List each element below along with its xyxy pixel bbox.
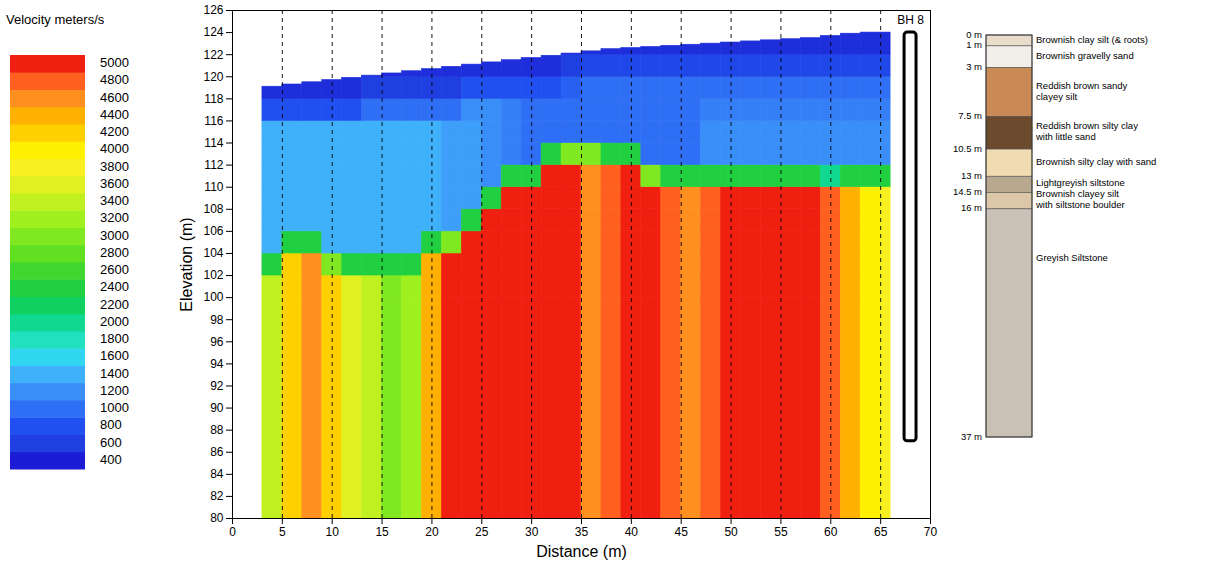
svg-text:112: 112 [204,158,223,172]
svg-text:45: 45 [675,525,689,539]
svg-text:600: 600 [100,435,122,450]
svg-text:1600: 1600 [100,348,129,363]
svg-text:10.5 m: 10.5 m [953,143,982,154]
svg-text:124: 124 [203,25,223,39]
svg-text:88: 88 [210,423,224,437]
svg-text:15: 15 [375,525,389,539]
svg-text:25: 25 [475,525,489,539]
svg-text:0 m: 0 m [966,29,982,40]
svg-text:35: 35 [575,525,589,539]
svg-text:96: 96 [210,335,224,349]
svg-text:104: 104 [203,246,223,260]
svg-text:110: 110 [204,180,223,194]
svg-text:30: 30 [525,525,539,539]
svg-text:1200: 1200 [100,383,129,398]
svg-text:102: 102 [203,268,223,282]
svg-text:Greyish Siltstone: Greyish Siltstone [1036,252,1108,263]
svg-text:13 m: 13 m [961,170,982,181]
svg-text:4400: 4400 [100,107,129,122]
svg-text:4800: 4800 [100,72,129,87]
svg-text:84: 84 [210,467,224,481]
svg-text:Brownish clayey silt: Brownish clayey silt [1036,188,1119,199]
svg-text:94: 94 [210,357,224,371]
svg-text:Elevation (m): Elevation (m) [178,217,195,311]
svg-text:1400: 1400 [100,366,129,381]
svg-text:116: 116 [204,114,223,128]
svg-text:4200: 4200 [100,124,129,139]
svg-text:3000: 3000 [100,228,129,243]
svg-text:1800: 1800 [100,331,129,346]
svg-text:400: 400 [100,452,122,467]
svg-text:2200: 2200 [100,297,129,312]
svg-text:14.5 m: 14.5 m [953,186,982,197]
svg-text:3400: 3400 [100,193,129,208]
svg-text:800: 800 [100,417,122,432]
svg-text:2000: 2000 [100,314,129,329]
svg-text:clayey silt: clayey silt [1036,91,1078,102]
svg-text:with siltstone boulder: with siltstone boulder [1035,199,1125,210]
svg-text:7.5 m: 7.5 m [958,110,982,121]
svg-text:4600: 4600 [100,90,129,105]
svg-text:10: 10 [326,525,340,539]
svg-text:120: 120 [203,70,223,84]
svg-text:Distance (m): Distance (m) [536,543,627,560]
svg-text:80: 80 [210,511,224,525]
svg-text:126: 126 [203,3,223,17]
svg-text:1 m: 1 m [966,39,982,50]
svg-text:2600: 2600 [100,262,129,277]
svg-text:114: 114 [204,136,223,150]
svg-text:106: 106 [203,224,223,238]
svg-text:Brownish clay silt (& roots): Brownish clay silt (& roots) [1036,34,1148,45]
svg-text:5: 5 [279,525,286,539]
svg-text:0: 0 [229,525,236,539]
svg-text:100: 100 [203,290,223,304]
svg-text:40: 40 [625,525,639,539]
svg-text:60: 60 [824,525,838,539]
svg-text:20: 20 [425,525,439,539]
svg-text:86: 86 [210,445,224,459]
svg-text:3800: 3800 [100,159,129,174]
svg-text:2400: 2400 [100,279,129,294]
svg-text:118: 118 [204,92,223,106]
svg-text:Reddish brown silty clay: Reddish brown silty clay [1036,120,1138,131]
svg-text:55: 55 [774,525,788,539]
svg-text:4000: 4000 [100,141,129,156]
svg-text:2800: 2800 [100,245,129,260]
svg-text:65: 65 [874,525,888,539]
svg-text:108: 108 [203,202,223,216]
svg-text:50: 50 [724,525,738,539]
svg-text:Lightgreyish siltstone: Lightgreyish siltstone [1036,177,1125,188]
svg-text:3600: 3600 [100,176,129,191]
svg-text:Reddish brown sandy: Reddish brown sandy [1036,80,1128,91]
svg-text:98: 98 [210,313,224,327]
svg-text:82: 82 [210,489,224,503]
svg-text:5000: 5000 [100,55,129,70]
svg-text:16 m: 16 m [961,202,982,213]
svg-text:92: 92 [210,379,224,393]
svg-text:70: 70 [924,525,938,539]
svg-text:3 m: 3 m [966,61,982,72]
svg-text:37 m: 37 m [961,431,982,442]
svg-text:122: 122 [203,48,223,62]
svg-text:with little sand: with little sand [1035,131,1096,142]
svg-text:1000: 1000 [100,400,129,415]
svg-text:90: 90 [210,401,224,415]
svg-text:Velocity meters/s: Velocity meters/s [6,12,105,27]
svg-text:BH 8: BH 8 [897,13,924,27]
svg-text:3200: 3200 [100,210,129,225]
svg-text:Brownish silty clay with sand: Brownish silty clay with sand [1036,156,1156,167]
svg-text:Brownish gravelly sand: Brownish gravelly sand [1036,50,1134,61]
